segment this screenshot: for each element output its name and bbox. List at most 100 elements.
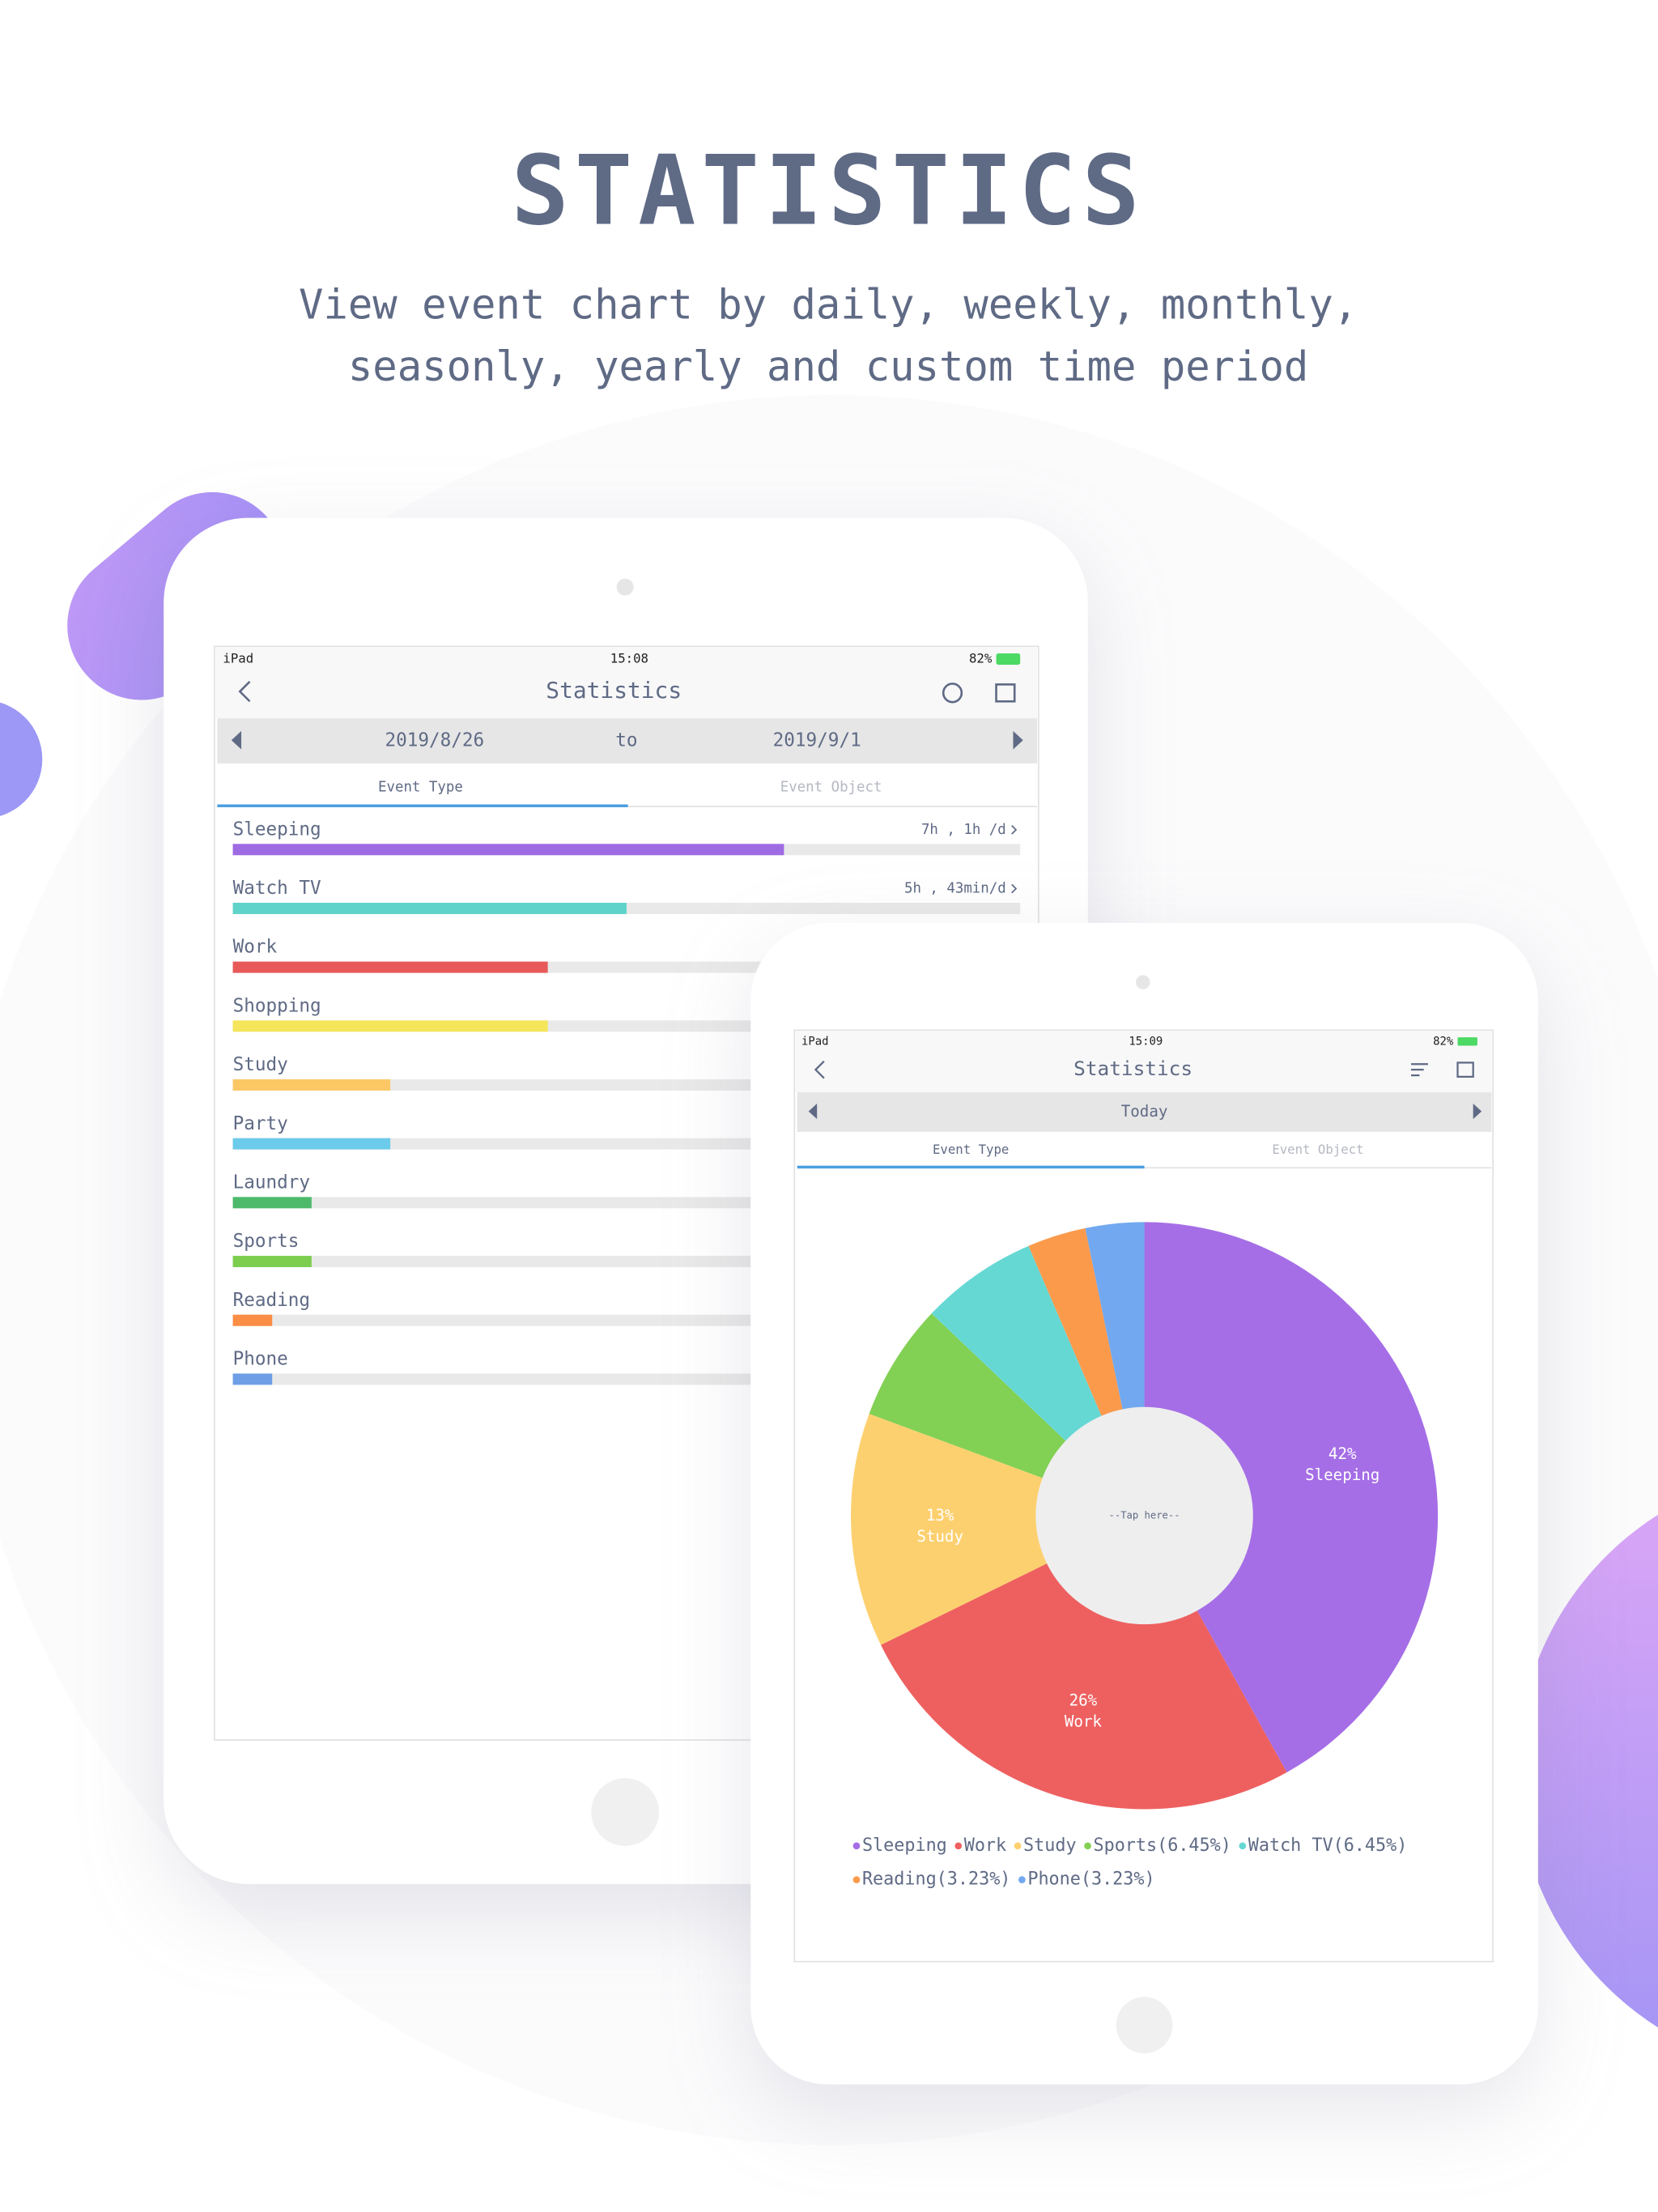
status-battery: 82% (1433, 1035, 1454, 1048)
event-name: Watch TV (233, 878, 321, 899)
status-device: iPad (801, 1035, 829, 1048)
bar (232, 1020, 548, 1032)
nav-bar (215, 648, 1038, 719)
tablet-today: iPad 15:09 82% Statistics Today Event Ty… (750, 922, 1538, 2085)
back-button[interactable] (814, 1060, 825, 1079)
next-button[interactable] (1013, 730, 1023, 750)
slice-name-label: Sleeping (1305, 1465, 1380, 1484)
event-detail: 5h , 43min/d (904, 881, 1006, 897)
legend-swatch (1084, 1842, 1091, 1850)
bar (232, 1197, 312, 1209)
pie-slice[interactable] (881, 1515, 1287, 1810)
legend-label: Sleeping (862, 1836, 947, 1856)
event-name: Shopping (233, 995, 321, 1016)
legend-label: Sports(6.45%) (1094, 1836, 1231, 1856)
camera (616, 578, 634, 596)
camera (1136, 975, 1150, 989)
event-name: Laundry (233, 1172, 310, 1193)
tab-indicator (217, 804, 628, 807)
slice-name-label: Work (1065, 1712, 1103, 1731)
date-from[interactable]: 2019/8/26 (385, 730, 484, 751)
pie-center[interactable] (1035, 1406, 1253, 1625)
tab[interactable]: Event Object (1272, 1142, 1363, 1157)
date-separator: to (615, 730, 637, 751)
legend-label: Study (1023, 1836, 1077, 1856)
event-name: Sleeping (233, 819, 321, 840)
legend-swatch (852, 1876, 861, 1884)
bar (232, 1138, 391, 1150)
next-button[interactable] (1473, 1104, 1482, 1120)
home-button[interactable] (1116, 1997, 1173, 2054)
nav-title: Statistics (1073, 1057, 1192, 1080)
decor-blob (0, 702, 43, 816)
pie-slice[interactable] (851, 1414, 1145, 1645)
date-bar (217, 718, 1038, 764)
prev-button[interactable] (808, 1104, 818, 1120)
subtitle: seasonly, yearly and custom time period (348, 342, 1308, 390)
status-device: iPad (223, 650, 253, 666)
event-name: Study (233, 1054, 288, 1075)
chevron (1011, 825, 1018, 835)
tab-active[interactable]: Event Type (378, 780, 463, 796)
calendar-button[interactable] (1456, 1061, 1474, 1078)
event-detail: 7h , 1h /d (921, 822, 1006, 838)
legend-label: Work (964, 1836, 1006, 1856)
bar (232, 1373, 273, 1385)
battery-icon (1457, 1037, 1477, 1046)
status-battery: 82% (969, 650, 993, 666)
event-row[interactable]: Watch TV 5h , 43min/d (232, 878, 1021, 914)
nav-bar (796, 1032, 1492, 1093)
bar (232, 961, 548, 973)
bar (232, 1079, 391, 1091)
legend-swatch (954, 1842, 963, 1850)
event-row[interactable]: Sleeping 7h , 1h /d (232, 819, 1021, 856)
event-name: Party (233, 1113, 288, 1134)
bar (232, 1314, 273, 1326)
pie-chart: --Tap here-- 42% Sleeping 26% Work 13% Study (851, 1222, 1439, 1810)
slice-name-label: Study (916, 1527, 963, 1546)
chart-toggle-button[interactable] (942, 683, 963, 704)
subtitle: View event chart by daily, weekly, month… (299, 280, 1358, 328)
tab-indicator (797, 1165, 1145, 1169)
status-time: 15:08 (610, 650, 648, 666)
event-name: Reading (233, 1290, 310, 1311)
legend-label: Phone(3.23%) (1027, 1870, 1154, 1890)
pie-slice[interactable] (1144, 1222, 1439, 1772)
battery-icon (996, 653, 1021, 665)
legend-label: Reading(3.23%) (862, 1870, 1010, 1890)
nav-title: Statistics (546, 677, 682, 704)
sort-button[interactable] (1410, 1063, 1428, 1077)
date-bar (797, 1092, 1492, 1132)
bar (232, 844, 784, 856)
decor-blob (1516, 1514, 1658, 2028)
tab[interactable]: Event Object (780, 780, 882, 796)
back-button[interactable] (238, 680, 251, 703)
event-name: Sports (233, 1231, 300, 1252)
legend-label: Watch TV(6.45%) (1248, 1836, 1408, 1856)
page-title: STATISTICS (512, 135, 1146, 247)
slice-value-label: 26% (1069, 1691, 1098, 1709)
legend-swatch (1018, 1876, 1026, 1884)
center-label: --Tap here-- (1109, 1509, 1180, 1521)
status-time: 15:09 (1129, 1035, 1163, 1048)
legend: Sleeping Work Study Sports(6.45%) Watch TV(6… (852, 1836, 1408, 1890)
legend-swatch (852, 1842, 861, 1850)
legend-swatch (1239, 1842, 1247, 1850)
bar (232, 1256, 312, 1268)
slice-value-label: 13% (926, 1506, 954, 1525)
chevron (1011, 883, 1018, 894)
period[interactable]: Today (1121, 1102, 1168, 1121)
event-name: Work (233, 937, 278, 958)
slice-value-label: 42% (1329, 1444, 1357, 1463)
calendar-button[interactable] (995, 683, 1016, 703)
prev-button[interactable] (231, 730, 242, 750)
bar (232, 902, 627, 914)
tab-active[interactable]: Event Type (933, 1142, 1009, 1157)
home-button[interactable] (591, 1778, 659, 1846)
date-to[interactable]: 2019/9/1 (773, 730, 861, 751)
event-name: Phone (233, 1349, 288, 1370)
legend-swatch (1014, 1842, 1022, 1850)
